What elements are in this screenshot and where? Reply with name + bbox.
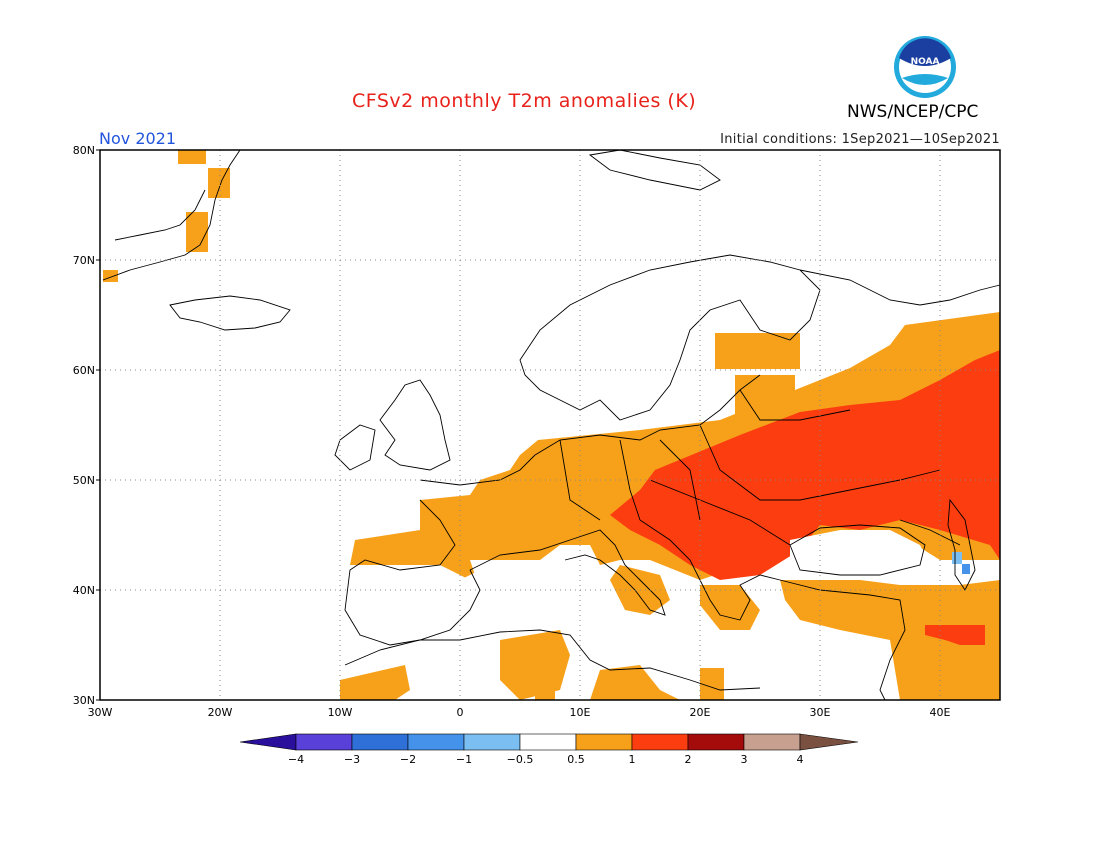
colorbar-box-5	[519, 733, 577, 751]
lat-label-60n: 60N	[73, 364, 95, 377]
colorbar-box-6	[575, 733, 633, 751]
colorbar-arrow-low	[239, 733, 297, 751]
colorbar	[239, 733, 859, 751]
initial-conditions-label: Initial conditions: 1Sep2021—10Sep2021	[720, 132, 1000, 147]
graticule	[100, 150, 1000, 700]
colorbar-tick: −0.5	[507, 753, 534, 766]
colorbar-tick: 4	[797, 753, 804, 766]
colorbar-box-4	[463, 733, 521, 751]
colorbar-tick: −4	[288, 753, 304, 766]
lat-label-50n: 50N	[73, 474, 95, 487]
logo-text: NOAA	[911, 57, 940, 67]
lat-label-80n: 80N	[73, 144, 95, 157]
valid-month-label: Nov 2021	[99, 129, 177, 148]
noaa-logo: NOAA	[894, 36, 956, 98]
lon-label-30w: 30W	[88, 706, 113, 719]
lon-axis: 30W 20W 10W 0 10E 20E 30E 40E	[88, 706, 951, 719]
lat-label-30n: 30N	[73, 694, 95, 707]
colorbar-box-7	[631, 733, 689, 751]
colorbar-arrow-high	[799, 733, 859, 751]
lat-label-40n: 40N	[73, 584, 95, 597]
lat-axis: 80N 70N 60N 50N 40N 30N	[73, 144, 95, 707]
lat-label-70n: 70N	[73, 254, 95, 267]
colorbar-tick: 1	[629, 753, 636, 766]
colorbar-box-1	[295, 733, 353, 751]
lon-label-40e: 40E	[930, 706, 951, 719]
colorbar-tick: −3	[344, 753, 360, 766]
colorbar-tick: −2	[400, 753, 416, 766]
colorbar-box-2	[351, 733, 409, 751]
lat-ticks	[96, 149, 100, 701]
lon-label-20w: 20W	[208, 706, 233, 719]
lon-label-0: 0	[457, 706, 464, 719]
map-frame	[99, 149, 1001, 701]
lon-label-30e: 30E	[810, 706, 831, 719]
colorbar-tick: 2	[685, 753, 692, 766]
colorbar-box-8	[687, 733, 745, 751]
colorbar-tick: −1	[456, 753, 472, 766]
colorbar-tick: 3	[741, 753, 748, 766]
lon-label-10e: 10E	[570, 706, 591, 719]
colorbar-tick: 0.5	[567, 753, 585, 766]
map-title: CFSv2 monthly T2m anomalies (K)	[352, 90, 697, 112]
anomaly-shading	[103, 150, 1000, 700]
lon-label-10w: 10W	[328, 706, 353, 719]
lon-label-20e: 20E	[690, 706, 711, 719]
agency-label: NWS/NCEP/CPC	[847, 102, 979, 122]
colorbar-labels: −4 −3 −2 −1 −0.5 0.5 1 2 3 4	[288, 753, 804, 766]
colorbar-box-3	[407, 733, 465, 751]
colorbar-box-9	[743, 733, 801, 751]
